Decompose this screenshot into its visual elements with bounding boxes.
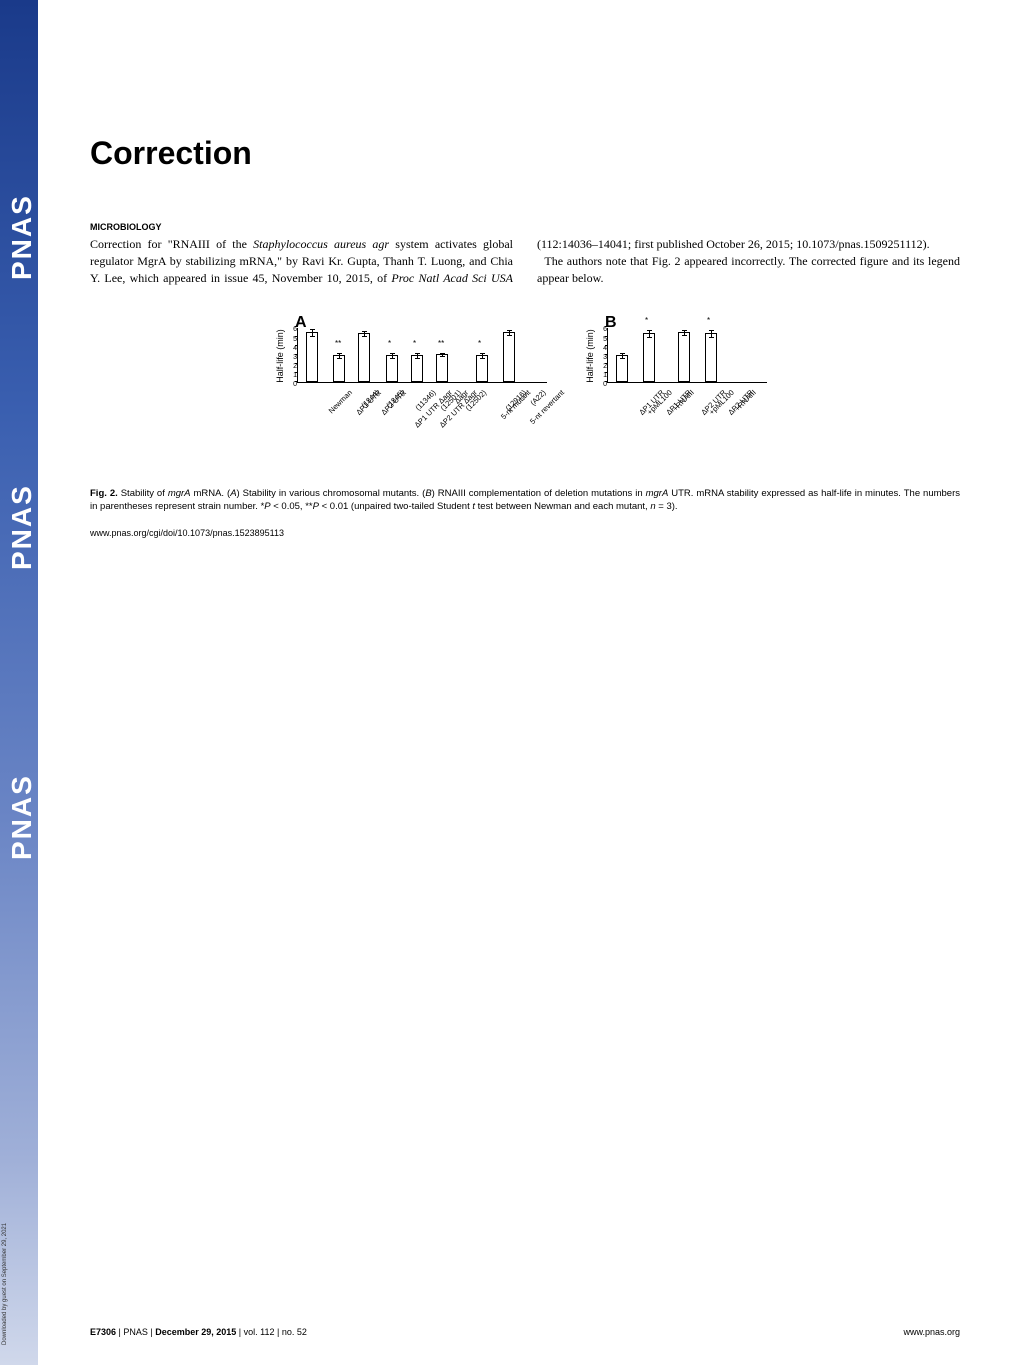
download-note: Downloaded by guest on September 29, 202…: [2, 1223, 8, 1345]
bar: [503, 332, 515, 382]
bars-area-a: 0123456Newman**ΔP1 UTR(1844)ΔP2 UTR(1845…: [297, 328, 547, 383]
pnas-logo-2: PNAS: [6, 484, 38, 570]
figure-caption: Fig. 2. Stability of mgrA mRNA. (A) Stab…: [90, 488, 960, 514]
bar: [436, 354, 448, 382]
bar: [476, 355, 488, 383]
bar: [386, 355, 398, 383]
figure-2: A Half-life (min) 0123456Newman**ΔP1 UTR…: [245, 306, 805, 476]
pnas-logo-3: PNAS: [6, 774, 38, 860]
bar: [643, 333, 655, 383]
bar: [411, 355, 423, 383]
bar: [705, 333, 717, 383]
sidebar-gradient: PNAS PNAS PNAS: [0, 0, 38, 1365]
bar: [333, 355, 345, 383]
bar: [678, 332, 690, 382]
main-content: Correction MICROBIOLOGY Correction for "…: [60, 0, 1020, 538]
page-footer: E7306 | PNAS | December 29, 2015 | vol. …: [90, 1327, 960, 1337]
section-label: MICROBIOLOGY: [90, 222, 960, 232]
doi-link: www.pnas.org/cgi/doi/10.1073/pnas.152389…: [90, 528, 960, 538]
y-axis-label-a: Half-life (min): [275, 330, 285, 384]
bar: [306, 332, 318, 382]
footer-left: E7306 | PNAS | December 29, 2015 | vol. …: [90, 1327, 307, 1337]
y-axis-label-b: Half-life (min): [585, 330, 595, 384]
bars-area-b: 0123456ΔP1 UTR+pML100*ΔP1 UTR+RNAIIIΔP2 …: [607, 328, 767, 383]
pnas-logo-1: PNAS: [6, 194, 38, 280]
footer-right: www.pnas.org: [903, 1327, 960, 1337]
body-text: Correction for "RNAIII of the Staphyloco…: [90, 236, 960, 286]
bar: [616, 355, 628, 383]
page-title: Correction: [90, 135, 960, 172]
bar: [358, 333, 370, 383]
